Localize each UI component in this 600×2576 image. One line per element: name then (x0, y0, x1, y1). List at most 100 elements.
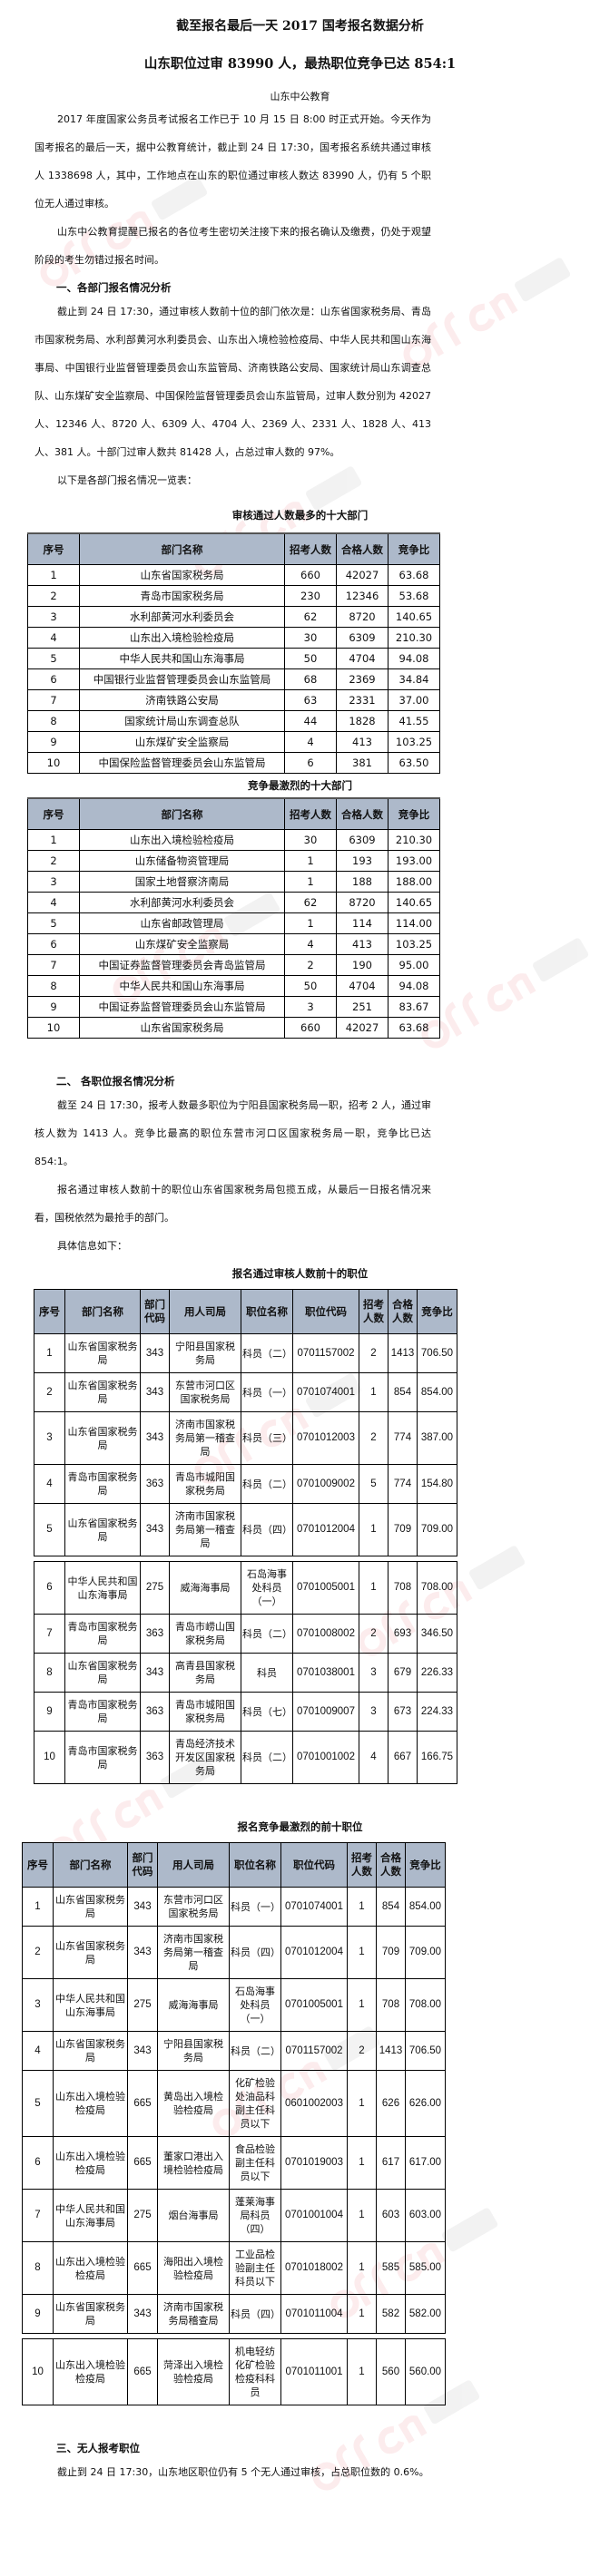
table-cell: 1 (347, 2338, 377, 2405)
page-title: 截至报名最后一天 2017 国考报名数据分析 (176, 19, 424, 34)
table-header-row: 序号 部门名称 部门代码 用人司局 职位名称 职位代码 招考人数 合格人数 竞争比 (22, 1842, 446, 1888)
table-row: 6 山东煤矿安全监察局 4 413 103.25 (27, 933, 440, 955)
table-cell: 济南铁路公安局 (79, 689, 285, 711)
table-cell: 东营市河口区国家税务局 (157, 1887, 230, 1927)
column-header: 用人司局 (169, 1289, 241, 1334)
table-cell: 化矿检验处油品科副主任科员以下 (229, 2070, 281, 2137)
table-cell: 山东省国家税务局 (53, 1926, 128, 1979)
table-cell: 0701038001 (292, 1653, 359, 1693)
table-cell: 山东出入境检验检疫局 (79, 829, 285, 851)
table-cell: 41.55 (388, 710, 440, 732)
table-row: 7 青岛市国家税务局 363 青岛市崂山国家税务局 科员（二） 0701008002 2 69… (34, 1614, 457, 1654)
table-cell: 山东省国家税务局 (79, 1017, 285, 1039)
table-cell: 708.00 (405, 1978, 446, 2032)
table-row: 9 中国证券监督管理委员会山东监管局 3 251 83.67 (27, 996, 440, 1018)
table-cell: 387.00 (417, 1411, 457, 1465)
table-cell: 190 (336, 954, 389, 976)
table-cell: 青岛市国家税务局 (64, 1614, 141, 1654)
table-cell: 国家统计局山东调查总队 (79, 710, 285, 732)
column-header: 招考人数 (359, 1289, 389, 1334)
table-cell: 1 (347, 2070, 377, 2137)
table-row: 4 水利部黄河水利委员会 62 8720 140.65 (27, 892, 440, 913)
table-cell: 4 (359, 1731, 389, 1784)
table-cell: 854.00 (417, 1372, 457, 1412)
reminder-paragraph: 山东中公教育提醒已报名的各位考生密切关注接下来的报名确认及缴费，仍处于观望阶段的… (34, 226, 431, 266)
table-row: 8 山东出入境检验检疫局 665 海阳出入境检验检疫局 工业品检验副主任科员以下 0701… (22, 2241, 446, 2295)
table-cell: 53.68 (388, 585, 440, 607)
table-cell: 63.68 (388, 564, 440, 586)
table-cell: 188 (336, 871, 389, 893)
column-header: 招考人数 (347, 1842, 377, 1888)
table-cell: 0701008002 (292, 1614, 359, 1654)
table-cell: 4704 (336, 648, 389, 669)
table-cell: 科员（一） (241, 1372, 293, 1412)
table-cell: 山东省国家税务局 (53, 2294, 128, 2334)
table-row: 10 青岛市国家税务局 363 青岛经济技术开发区国家税务局 科员（二） 07010010… (34, 1731, 457, 1784)
table-cell: 103.25 (388, 933, 440, 955)
table-cell: 0701011001 (280, 2338, 348, 2405)
table-cell: 中国银行业监督管理委员会山东监管局 (79, 668, 285, 690)
table-cell: 青岛市国家税务局 (64, 1464, 141, 1504)
table-cell: 1 (359, 1561, 389, 1615)
table-cell: 东营市河口区国家税务局 (169, 1372, 241, 1412)
table-row: 8 山东省国家税务局 343 高青县国家税务局 科员 0701038001 3 679 226.… (34, 1653, 457, 1693)
table-cell: 343 (127, 1926, 158, 1979)
table-cell: 709.00 (405, 1926, 446, 1979)
section1-table-intro: 以下是各部门报名情况一览表： (57, 474, 197, 486)
table-cell: 山东省邮政管理局 (79, 912, 285, 934)
table-row: 7 中国证券监督管理委员会青岛监管局 2 190 95.00 (27, 954, 440, 976)
table-cell: 63.68 (388, 1017, 440, 1039)
table-cell: 665 (127, 2338, 158, 2405)
table-cell: 363 (140, 1614, 170, 1654)
table-title-most-position: 报名通过审核人数前十的职位 (231, 1267, 369, 1280)
column-header: 竞争比 (417, 1289, 457, 1334)
table-cell: 山东出入境检验检疫局 (53, 2338, 128, 2405)
table-fierce-dept: 序号 部门名称 招考人数 合格人数 竞争比 1 山东出入境检验检疫局 30 6309 210.30… (27, 797, 440, 1039)
column-header: 部门名称 (79, 532, 285, 565)
table-cell: 8 (27, 710, 80, 732)
table-cell: 4 (284, 731, 337, 753)
table-cell: 10 (27, 752, 80, 774)
table-cell: 科员（二） (241, 1731, 293, 1784)
table-title-fierce-position: 报名竞争最激烈的前十职位 (237, 1820, 363, 1833)
table-cell: 5 (27, 912, 80, 934)
section-heading-2: 二、 各职位报名情况分析 (56, 1075, 175, 1088)
table-cell: 8 (22, 2241, 54, 2295)
table-cell: 103.25 (388, 731, 440, 753)
table-cell: 50 (284, 648, 337, 669)
table-cell: 854.00 (405, 1887, 446, 1927)
table-row: 2 山东省国家税务局 343 东营市河口区国家税务局 科员（一） 0701074001 1 8… (34, 1372, 457, 1412)
table-cell: 1 (347, 1926, 377, 1979)
table-cell: 6 (22, 2136, 54, 2190)
table-cell: 山东省国家税务局 (53, 1887, 128, 1927)
column-header: 部门名称 (53, 1842, 128, 1888)
table-cell: 6 (34, 1561, 65, 1615)
table-cell: 709 (376, 1926, 406, 1979)
table-cell: 94.08 (388, 975, 440, 997)
table-cell: 科员（四） (229, 1926, 281, 1979)
column-header: 部门代码 (127, 1842, 158, 1888)
table-cell: 0701011004 (280, 2294, 348, 2334)
table-cell: 山东省国家税务局 (64, 1653, 141, 1693)
table-cell: 山东出入境检验检疫局 (53, 2070, 128, 2137)
table-cell: 济南市国家税务局稽查局 (157, 2294, 230, 2334)
table-cell: 0701019003 (280, 2136, 348, 2190)
table-cell: 宁阳县国家税务局 (157, 2031, 230, 2071)
column-header: 竞争比 (388, 532, 440, 565)
column-header: 职位代码 (292, 1289, 359, 1334)
table-cell: 黄岛出入境检验检疫局 (157, 2070, 230, 2137)
table-cell: 193 (336, 850, 389, 872)
table-cell: 617 (376, 2136, 406, 2190)
table-cell: 中国证券监督管理委员会山东监管局 (79, 996, 285, 1018)
table-row: 10 山东省国家税务局 660 42027 63.68 (27, 1017, 440, 1039)
table-cell: 水利部黄河水利委员会 (79, 606, 285, 628)
table-row: 2 山东省国家税务局 343 济南市国家税务局第一稽查局 科员（四） 0701012004… (22, 1926, 446, 1979)
table-cell: 667 (388, 1731, 418, 1784)
section1-paragraph: 截止到 24 日 17:30，通过审核人数前十位的部门依次是：山东省国家税务局、… (34, 306, 431, 458)
table-cell: 3 (27, 606, 80, 628)
table-cell: 42027 (336, 564, 389, 586)
table-cell: 193.00 (388, 850, 440, 872)
table-cell: 363 (140, 1692, 170, 1732)
table-cell: 1 (347, 2241, 377, 2295)
table-cell: 中国证券监督管理委员会青岛监管局 (79, 954, 285, 976)
